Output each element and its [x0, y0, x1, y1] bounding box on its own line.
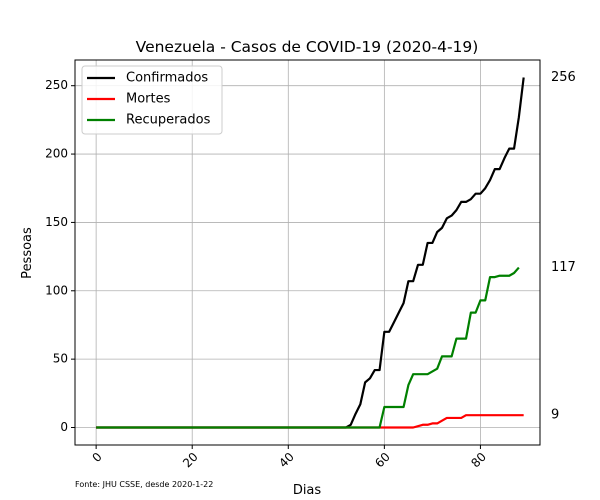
end-labels: 256 9 117: [551, 70, 576, 423]
end-label-recuperados: 117: [551, 260, 576, 275]
legend-label-recuperados: Recuperados: [126, 113, 211, 128]
source-note: Fonte: JHU CSSE, desde 2020-1-22: [75, 480, 213, 489]
end-label-mortes: 9: [551, 408, 559, 423]
series-line-confirmados: [96, 77, 525, 429]
y-tick-label: 200: [45, 147, 68, 161]
y-tick-label: 50: [53, 352, 68, 366]
y-axis-label: Pessoas: [20, 227, 35, 279]
legend: Confirmados Mortes Recuperados: [81, 65, 223, 135]
series-line-recuperados: [96, 266, 520, 429]
legend-box: [81, 65, 223, 135]
legend-label-confirmados: Confirmados: [126, 71, 208, 86]
plot-frame: [74, 59, 541, 446]
legend-label-mortes: Mortes: [126, 92, 171, 107]
grid-lines: [75, 60, 540, 445]
series-line-mortes: [96, 414, 524, 429]
y-tick-label: 100: [45, 283, 68, 297]
chart-title: Venezuela - Casos de COVID-19 (2020-4-19…: [136, 38, 479, 56]
y-tick-label: 0: [60, 420, 68, 434]
y-tick-label: 150: [45, 215, 68, 229]
end-label-confirmados: 256: [551, 70, 576, 85]
x-axis-label: Dias: [293, 483, 322, 498]
series-lines: [96, 77, 525, 429]
y-axis-ticks: 0 50 100 150 200 250: [45, 78, 75, 434]
y-tick-label: 250: [45, 78, 68, 92]
